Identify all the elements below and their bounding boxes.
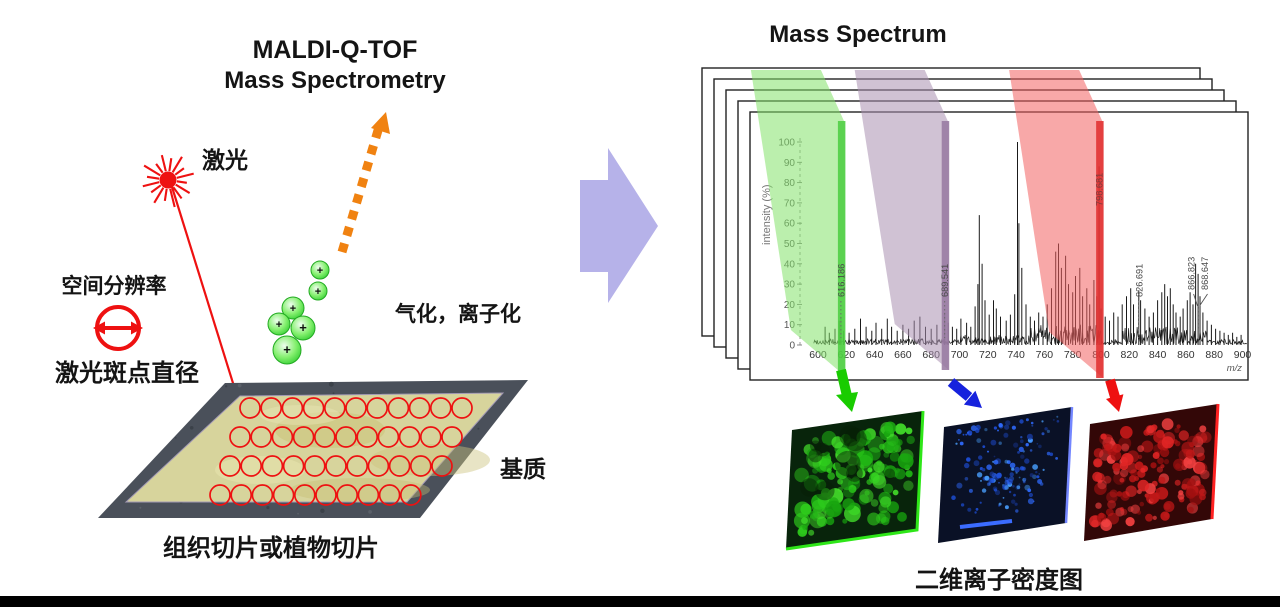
peak-labels: 616.186 689.541 798.681 826.691 866.823 868.6… [836,173,1210,338]
svg-text:820: 820 [1121,349,1139,361]
svg-text:660: 660 [894,349,912,361]
svg-text:0: 0 [789,341,795,352]
sample-slide [98,380,528,518]
ion-density-maps [785,403,1220,551]
ion-cluster: ++++ ++ [267,260,330,365]
blue-extract-arrow [947,378,982,408]
svg-text:640: 640 [866,349,884,361]
laser-spot-label: 激光斑点直径 [55,359,199,387]
blue-ion-density-map [938,406,1074,543]
maldi-title-line2: Mass Spectrometry [224,67,446,94]
ionization-label: 气化，离子化 [394,302,521,326]
spatial-resolution-label: 空间分辨率 [62,274,167,298]
density-caption: 二维离子密度图 [915,566,1083,594]
ion-plus-symbol: + [317,265,323,277]
green-extract-arrow [836,368,858,412]
ion-plus-symbol: + [299,320,307,335]
green-ion-density-map [785,410,925,551]
peak-label: 616.186 [836,264,846,297]
slide-caption: 组织切片或植物切片 [163,534,379,562]
svg-text:700: 700 [951,349,969,361]
ion-plus-symbol: + [315,286,321,298]
laser-beam-line [170,186,239,397]
mz-highlight-planes [750,70,1104,378]
laser-label: 激光 [202,147,248,173]
red-extract-arrow [1105,378,1124,412]
peak-label: 689.541 [940,264,950,297]
red-ion-density-map [1084,403,1220,541]
ion-plus-symbol: + [276,319,282,331]
flow-arrow-right [580,148,658,303]
svg-text:720: 720 [979,349,997,361]
svg-text:10: 10 [784,320,796,331]
desorption-arrow [337,112,390,254]
spot-diameter-icon [93,305,143,351]
ion-plus-symbol: + [283,342,291,357]
svg-text:860: 860 [1177,349,1195,361]
peak-label: 798.681 [1095,173,1105,206]
mass-spectrum-title: Mass Spectrum [769,21,946,48]
y-axis-label: intensity (%) [761,184,773,245]
svg-text:840: 840 [1149,349,1167,361]
maldi-title-line1: MALDI-Q-TOF [253,36,418,64]
x-axis-label: m/z [1227,363,1243,374]
svg-text:900: 900 [1234,349,1252,361]
ion-plus-symbol: + [290,303,296,315]
svg-text:880: 880 [1205,349,1223,361]
svg-text:740: 740 [1007,349,1025,361]
matrix-label: 基质 [500,456,546,482]
svg-text:760: 760 [1036,349,1054,361]
peak-label: 826.691 [1134,264,1144,297]
bottom-bar [0,596,1280,607]
peak-label: 868.647 [1200,257,1210,290]
laser-burst-icon [142,154,194,208]
peak-label: 866.823 [1187,257,1197,290]
